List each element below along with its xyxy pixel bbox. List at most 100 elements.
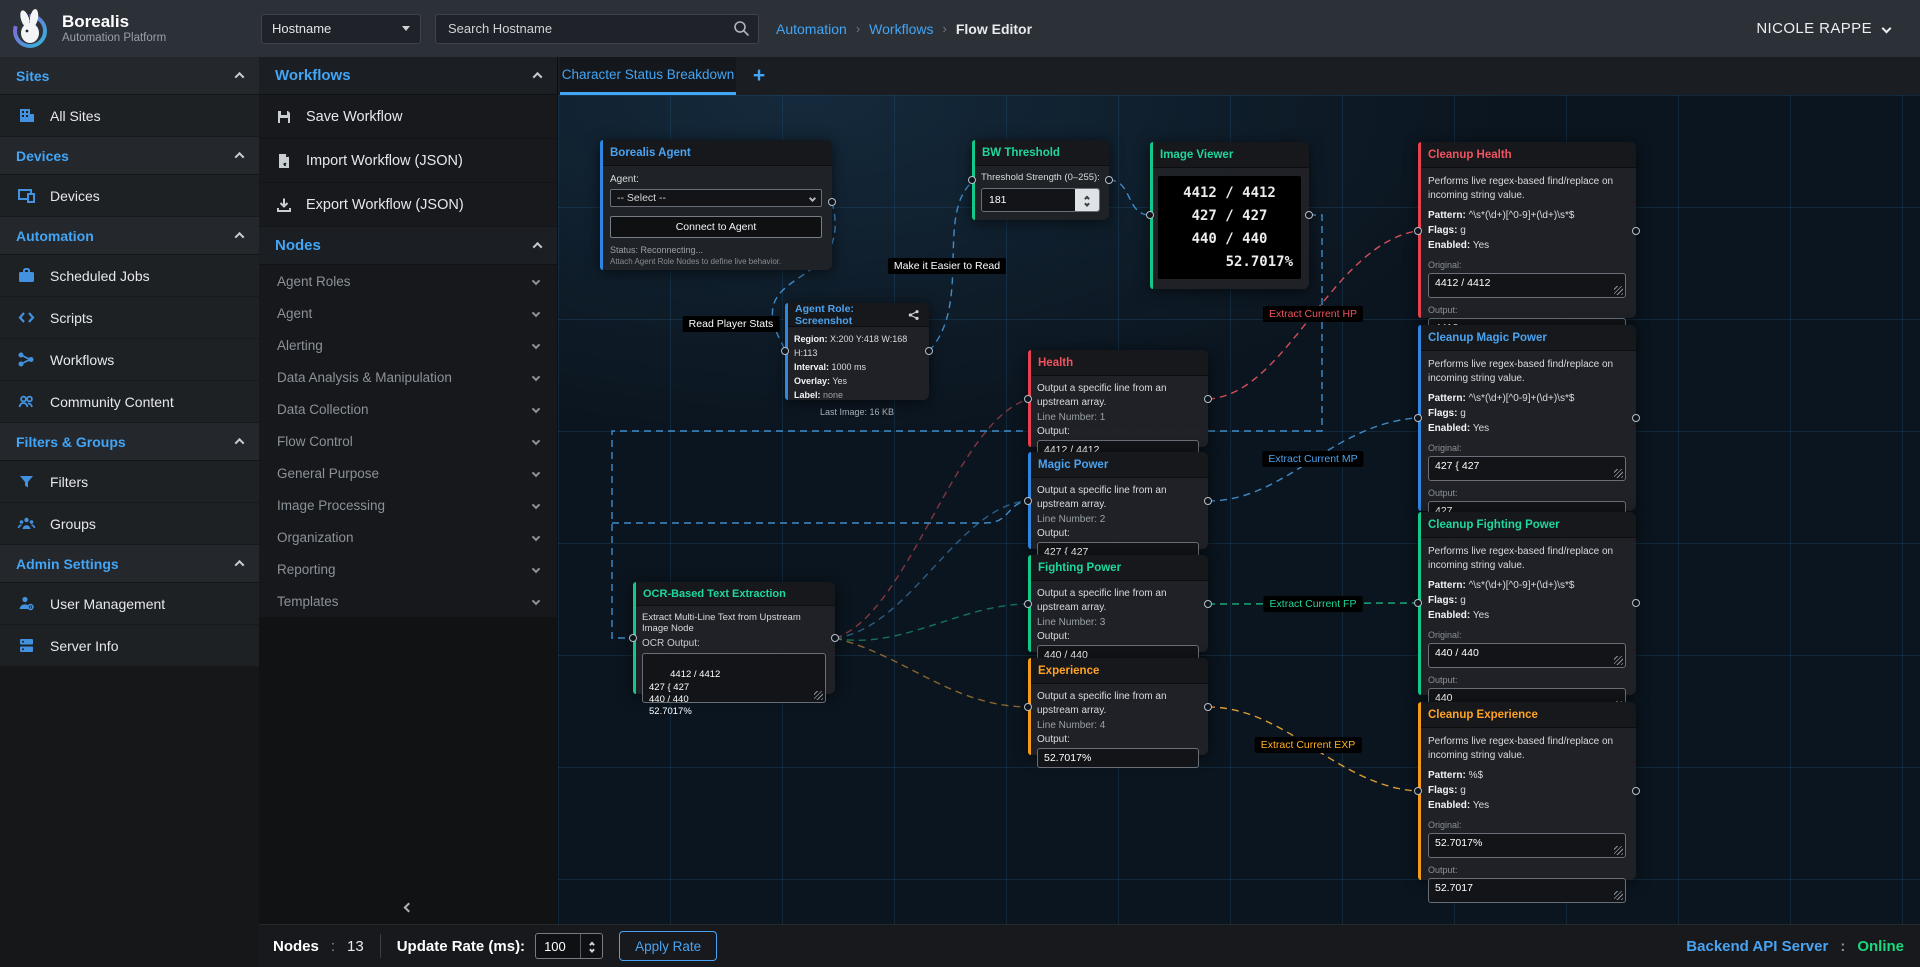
update-rate-input[interactable]: 100 xyxy=(535,933,604,959)
share-icon[interactable] xyxy=(908,309,919,321)
sidebar-item-server-info[interactable]: Server Info xyxy=(0,625,259,667)
port-output[interactable] xyxy=(1632,414,1640,422)
resize-grip-icon[interactable] xyxy=(1614,286,1623,295)
node-image-viewer[interactable]: Image Viewer 4412 / 4412 427 / 427 440 /… xyxy=(1150,142,1309,289)
workflows-panel-header[interactable]: Workflows xyxy=(259,57,557,95)
node-category-alerting[interactable]: Alerting xyxy=(259,329,557,361)
port-output[interactable] xyxy=(1305,211,1313,219)
resize-grip-icon[interactable] xyxy=(1614,891,1623,900)
port-input[interactable] xyxy=(1414,599,1422,607)
sidebar-item-scripts[interactable]: Scripts xyxy=(0,297,259,339)
sidebar-item-devices[interactable]: Devices xyxy=(0,175,259,217)
sidebar-item-groups[interactable]: Groups xyxy=(0,503,259,545)
port-input[interactable] xyxy=(1414,414,1422,422)
node-bw-threshold[interactable]: BW Threshold Threshold Strength (0–255):… xyxy=(972,140,1109,220)
node-fighting-power[interactable]: Fighting Power Output a specific line fr… xyxy=(1028,555,1208,665)
node-health[interactable]: Health Output a specific line from an up… xyxy=(1028,350,1208,460)
original-textarea[interactable]: 440 / 440 xyxy=(1428,643,1626,668)
port-output[interactable] xyxy=(1632,599,1640,607)
node-header[interactable]: Cleanup Magic Power xyxy=(1418,325,1636,351)
node-category-image-processing[interactable]: Image Processing xyxy=(259,489,557,521)
node-header[interactable]: Fighting Power xyxy=(1028,555,1208,581)
sidebar-item-workflows[interactable]: Workflows xyxy=(0,339,259,381)
edge-label-make-it-easier[interactable]: Make it Easier to Read xyxy=(887,258,1007,274)
resize-grip-icon[interactable] xyxy=(814,691,823,700)
output-textarea[interactable]: 52.7017 xyxy=(1428,878,1626,903)
edge-label-extract-hp[interactable]: Extract Current HP xyxy=(1262,306,1364,322)
node-header[interactable]: Image Viewer xyxy=(1150,142,1309,168)
edge-label-extract-fp[interactable]: Extract Current FP xyxy=(1263,596,1363,612)
port-output[interactable] xyxy=(1632,227,1640,235)
node-category-agent-roles[interactable]: Agent Roles xyxy=(259,265,557,297)
connect-to-agent-button[interactable]: Connect to Agent xyxy=(610,216,822,238)
user-menu[interactable]: NICOLE RAPPE xyxy=(1756,20,1892,37)
node-cleanup-experience[interactable]: Cleanup Experience Performs live regex-b… xyxy=(1418,702,1636,903)
collapse-panel-button[interactable] xyxy=(259,890,557,924)
tab-character-status-breakdown[interactable]: Character Status Breakdown xyxy=(560,57,736,95)
port-input[interactable] xyxy=(781,347,789,355)
port-output[interactable] xyxy=(1204,497,1212,505)
node-experience[interactable]: Experience Output a specific line from a… xyxy=(1028,658,1208,768)
sidebar-section-filters-groups[interactable]: Filters & Groups xyxy=(0,423,259,461)
sidebar-item-scheduled-jobs[interactable]: Scheduled Jobs xyxy=(0,255,259,297)
node-cleanup-magic-power[interactable]: Cleanup Magic Power Performs live regex-… xyxy=(1418,325,1636,526)
node-category-general-purpose[interactable]: General Purpose xyxy=(259,457,557,489)
port-input[interactable] xyxy=(1024,497,1032,505)
original-textarea[interactable]: 4412 / 4412 xyxy=(1428,273,1626,298)
port-input[interactable] xyxy=(1024,600,1032,608)
apply-rate-button[interactable]: Apply Rate xyxy=(619,931,718,961)
output-input[interactable]: 52.7017% xyxy=(1037,748,1199,768)
port-output[interactable] xyxy=(1204,703,1212,711)
node-header[interactable]: Magic Power xyxy=(1028,452,1208,478)
breadcrumb-automation[interactable]: Automation xyxy=(776,20,847,37)
port-output[interactable] xyxy=(925,347,933,355)
resize-grip-icon[interactable] xyxy=(1614,469,1623,478)
resize-grip-icon[interactable] xyxy=(1614,846,1623,855)
port-output[interactable] xyxy=(1204,395,1212,403)
save-workflow-button[interactable]: Save Workflow xyxy=(259,95,557,139)
port-input[interactable] xyxy=(1146,211,1154,219)
node-header[interactable]: BW Threshold xyxy=(972,140,1109,166)
hostname-select[interactable]: Hostname xyxy=(261,13,421,44)
node-category-agent[interactable]: Agent xyxy=(259,297,557,329)
sidebar-item-all-sites[interactable]: All Sites xyxy=(0,95,259,137)
node-cleanup-fighting-power[interactable]: Cleanup Fighting Power Performs live reg… xyxy=(1418,512,1636,713)
flow-canvas[interactable]: Borealis Agent Agent: -- Select -- Conne… xyxy=(558,95,1920,924)
resize-grip-icon[interactable] xyxy=(1614,656,1623,665)
agent-select[interactable]: -- Select -- xyxy=(610,189,822,207)
sidebar-section-automation[interactable]: Automation xyxy=(0,217,259,255)
node-agent-role-screenshot[interactable]: Agent Role: Screenshot Region: X:200 Y:4… xyxy=(785,303,929,417)
node-header[interactable]: Health xyxy=(1028,350,1208,376)
port-input[interactable] xyxy=(968,176,976,184)
node-category-organization[interactable]: Organization xyxy=(259,521,557,553)
node-borealis-agent[interactable]: Borealis Agent Agent: -- Select -- Conne… xyxy=(600,140,832,270)
port-input[interactable] xyxy=(1414,227,1422,235)
ocr-output-textarea[interactable]: 4412 / 4412 427 { 427 440 / 440 52.7017% xyxy=(642,653,826,717)
add-tab-button[interactable]: + xyxy=(736,57,782,95)
node-header[interactable]: Experience xyxy=(1028,658,1208,684)
node-header[interactable]: Borealis Agent xyxy=(600,140,832,166)
sidebar-section-admin-settings[interactable]: Admin Settings xyxy=(0,545,259,583)
port-output[interactable] xyxy=(831,634,839,642)
node-ocr-text-extraction[interactable]: OCR-Based Text Extraction Extract Multi-… xyxy=(633,582,835,717)
sidebar-section-devices[interactable]: Devices xyxy=(0,137,259,175)
node-header[interactable]: Agent Role: Screenshot xyxy=(785,303,929,327)
import-workflow-button[interactable]: Import Workflow (JSON) xyxy=(259,139,557,183)
edge-label-read-player-stats[interactable]: Read Player Stats xyxy=(682,316,780,332)
export-workflow-button[interactable]: Export Workflow (JSON) xyxy=(259,183,557,227)
edge-label-extract-exp[interactable]: Extract Current EXP xyxy=(1254,737,1362,753)
port-input[interactable] xyxy=(1414,787,1422,795)
original-textarea[interactable]: 427 { 427 xyxy=(1428,456,1626,481)
port-input[interactable] xyxy=(629,634,637,642)
node-category-data-collection[interactable]: Data Collection xyxy=(259,393,557,425)
threshold-input[interactable]: 181 xyxy=(981,188,1100,212)
sidebar-section-sites[interactable]: Sites xyxy=(0,57,259,95)
port-input[interactable] xyxy=(1024,395,1032,403)
breadcrumb-workflows[interactable]: Workflows xyxy=(869,20,934,37)
node-magic-power[interactable]: Magic Power Output a specific line from … xyxy=(1028,452,1208,562)
node-header[interactable]: Cleanup Fighting Power xyxy=(1418,512,1636,538)
spinner-control[interactable] xyxy=(580,934,602,958)
node-category-data-analysis[interactable]: Data Analysis & Manipulation xyxy=(259,361,557,393)
nodes-panel-header[interactable]: Nodes xyxy=(259,227,557,265)
node-header[interactable]: Cleanup Experience xyxy=(1418,702,1636,728)
